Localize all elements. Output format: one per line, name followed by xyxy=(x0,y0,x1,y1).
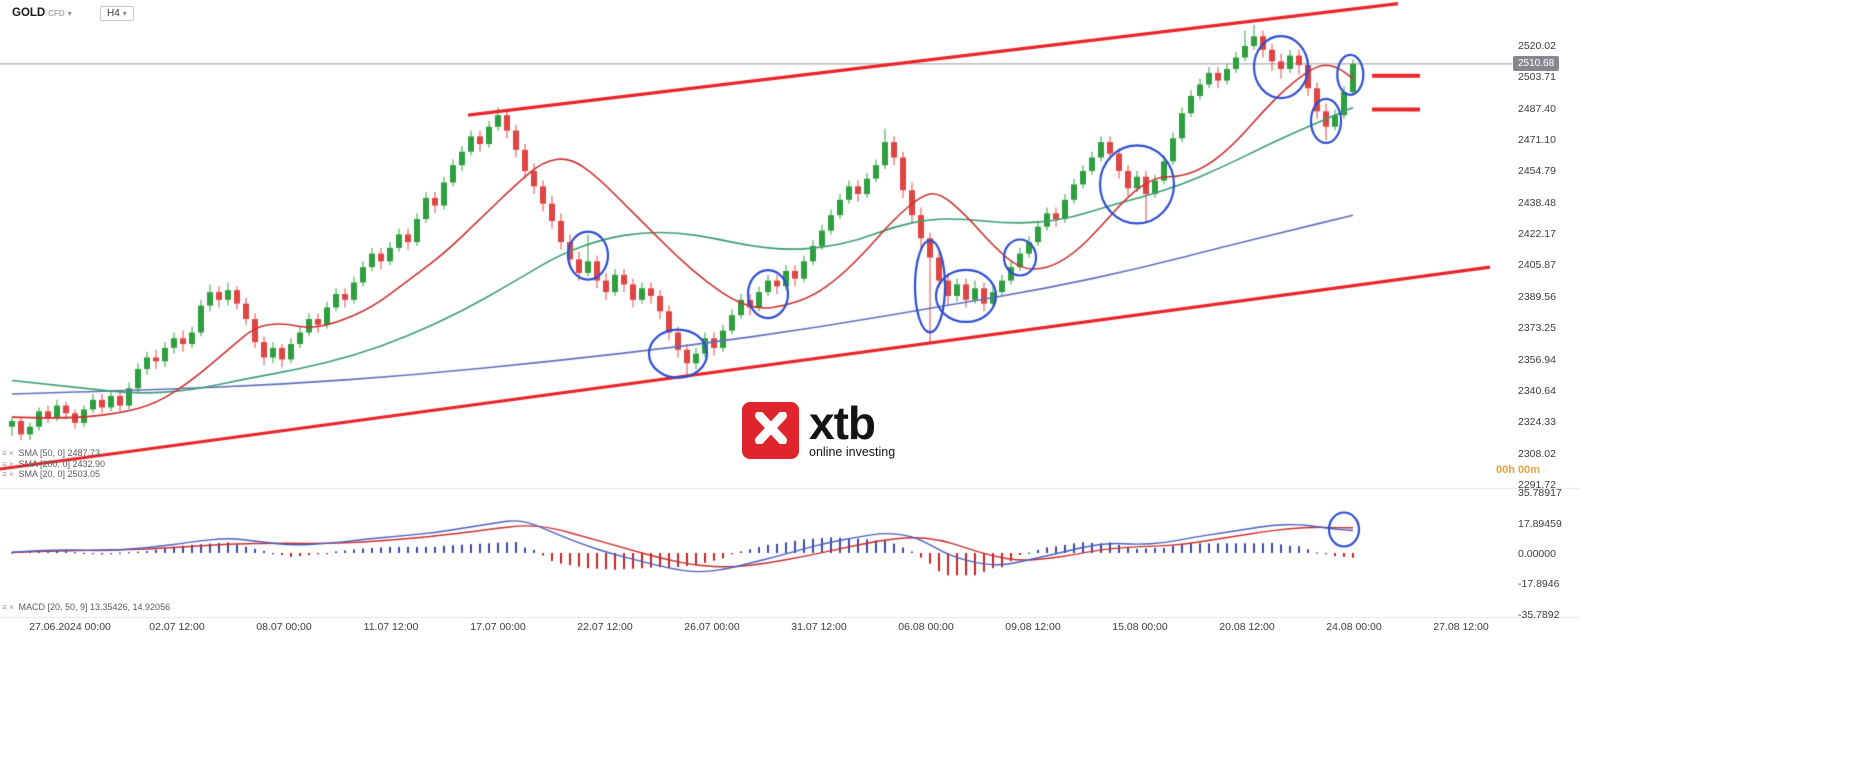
brand-text: xtb xyxy=(809,397,876,449)
price-tick: 2324.33 xyxy=(1518,416,1556,429)
time-tick: 27.08 12:00 xyxy=(1433,621,1489,633)
instrument-symbol: GOLD xyxy=(12,7,46,19)
sma200-legend: ≡ × SMA [200, 0] 2432.90 xyxy=(2,459,105,470)
instrument-type: CFD xyxy=(48,9,65,18)
xtb-watermark: xtb online investing xyxy=(742,397,896,459)
time-tick: 11.07 12:00 xyxy=(363,621,419,633)
menu-icon[interactable]: ≡ xyxy=(2,448,7,458)
price-tick: 2340.64 xyxy=(1518,384,1556,397)
close-icon[interactable]: × xyxy=(8,469,14,479)
sma20-label: SMA [20, 0] xyxy=(18,469,65,479)
sma200-value: 2432.90 xyxy=(72,458,106,469)
price-tick: 2454.79 xyxy=(1518,165,1556,178)
price-tick: 2373.25 xyxy=(1518,322,1556,335)
sma50-label: SMA [50, 0] xyxy=(18,448,65,458)
macd-legend: ≡ × MACD [20, 50, 9] 13.35426, 14.92056 xyxy=(2,602,170,612)
time-tick: 08.07 00:00 xyxy=(256,621,312,633)
indicator-legends: ≡ × SMA [50, 0] 2487.73 ≡ × SMA [200, 0] 2… xyxy=(2,448,105,480)
menu-icon[interactable]: ≡ xyxy=(2,458,7,469)
close-icon[interactable]: × xyxy=(8,458,14,469)
time-tick: 31.07 12:00 xyxy=(791,621,847,633)
price-tick: 2520.02 xyxy=(1518,39,1556,52)
price-tick: 2487.40 xyxy=(1518,102,1556,115)
macd-tick: 35.78917 xyxy=(1518,487,1562,500)
chart-canvas[interactable] xyxy=(0,0,1580,645)
chevron-down-icon: ▾ xyxy=(67,9,72,18)
timeframe-label: H4 xyxy=(107,8,120,19)
time-tick: 20.08 12:00 xyxy=(1219,621,1275,633)
time-tick: 09.08 12:00 xyxy=(1005,621,1061,633)
instrument-selector[interactable]: GOLD CFD ▾ xyxy=(12,7,72,19)
time-tick: 27.06.2024 00:00 xyxy=(29,621,111,633)
sma50-value: 2487.73 xyxy=(67,448,101,458)
menu-icon[interactable]: ≡ xyxy=(2,469,7,479)
time-tick: 02.07 12:00 xyxy=(149,621,205,633)
chevron-down-icon: ▾ xyxy=(122,9,127,18)
time-tick: 15.08 00:00 xyxy=(1112,621,1168,633)
time-tick: 22.07 12:00 xyxy=(577,621,633,633)
price-tick: 2405.87 xyxy=(1518,259,1556,272)
macd-label: MACD [20, 50, 9] xyxy=(18,602,88,612)
price-tick: 2308.02 xyxy=(1518,447,1556,460)
price-tick: 2356.94 xyxy=(1518,353,1556,366)
macd-tick: 0.00000 xyxy=(1518,548,1556,560)
price-tick: 2471.10 xyxy=(1518,134,1556,146)
time-tick: 26.07 00:00 xyxy=(684,621,740,633)
xtb-logo xyxy=(742,402,799,459)
current-price-badge: 2510.68 xyxy=(1513,56,1560,71)
candle-countdown-timer: 00h 00m xyxy=(1496,464,1541,476)
sma200-label: SMA [200, 0] xyxy=(18,458,70,469)
macd-tick: 17.89459 xyxy=(1518,517,1562,530)
sma20-legend: ≡ × SMA [20, 0] 2503.05 xyxy=(2,469,105,480)
close-icon[interactable]: × xyxy=(8,602,14,612)
xtb-x-icon xyxy=(753,411,789,449)
macd-tick: -17.8946 xyxy=(1518,578,1560,591)
sma20-value: 2503.05 xyxy=(67,469,101,479)
sma50-legend: ≡ × SMA [50, 0] 2487.73 xyxy=(2,448,105,459)
timeframe-selector[interactable]: H4 ▾ xyxy=(100,6,134,21)
time-tick: 24.08 00:00 xyxy=(1326,621,1382,633)
price-tick: 2438.48 xyxy=(1518,196,1556,209)
macd-tick: -35.7892 xyxy=(1518,608,1560,621)
price-tick: 2291.72 xyxy=(1518,478,1556,491)
close-icon[interactable]: × xyxy=(8,448,14,458)
time-tick: 06.08 00:00 xyxy=(898,621,954,633)
price-tick: 2422.17 xyxy=(1518,228,1556,241)
menu-icon[interactable]: ≡ xyxy=(2,602,7,612)
time-tick: 17.07 00:00 xyxy=(470,621,526,633)
macd-values: 13.35426, 14.92056 xyxy=(90,602,171,612)
price-tick: 2503.71 xyxy=(1518,71,1556,84)
price-tick: 2389.56 xyxy=(1518,290,1556,303)
brand-tagline: online investing xyxy=(809,445,896,459)
